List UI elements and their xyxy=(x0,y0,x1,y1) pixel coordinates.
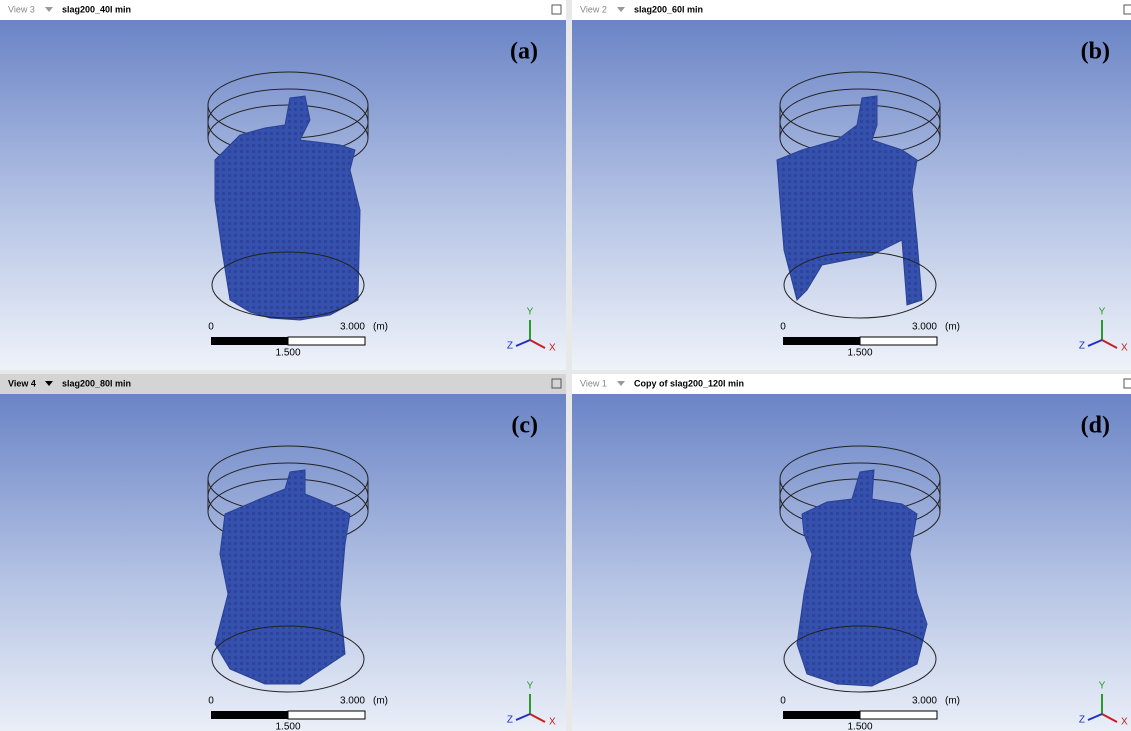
axis-y-label: Y xyxy=(1099,307,1106,318)
scale-mid: 1.500 xyxy=(275,348,300,359)
view-name: View 1 xyxy=(580,378,607,388)
scale-mid: 1.500 xyxy=(275,722,300,731)
view-name: View 2 xyxy=(580,4,607,14)
scale-unit: (m) xyxy=(373,322,388,333)
view-name: View 3 xyxy=(8,4,35,14)
viewports: View 3 slag200_40l min (a) 0 3.000 (m) 1.500 Y X… xyxy=(0,0,1131,731)
scale-bar-black xyxy=(783,337,860,345)
scale-bar-white xyxy=(288,337,365,345)
scale-unit: (m) xyxy=(373,696,388,707)
viewport: View 3 slag200_40l min (a) 0 3.000 (m) 1.500 Y X… xyxy=(0,0,566,370)
viewport: View 2 slag200_60l min (b) 0 3.000 (m) 1.500 Y X… xyxy=(572,0,1131,370)
scale-bar-black xyxy=(211,337,288,345)
view-title: slag200_80l min xyxy=(62,378,131,388)
panel-label: (a) xyxy=(510,39,538,65)
scale-end: 3.000 xyxy=(340,696,365,707)
scale-bar-white xyxy=(860,337,937,345)
axis-x-label: X xyxy=(1121,717,1128,728)
viewport: View 1 Copy of slag200_120l min (d) 0 3.000 (… xyxy=(572,374,1131,731)
view-title: slag200_40l min xyxy=(62,4,131,14)
view-name: View 4 xyxy=(8,378,36,388)
panel-label: (d) xyxy=(1081,413,1110,439)
viewer-window: View 3 slag200_40l min (a) 0 3.000 (m) 1.500 Y X… xyxy=(0,0,1131,731)
scale-start: 0 xyxy=(780,696,786,707)
axis-y-label: Y xyxy=(1099,681,1106,692)
scale-bar-black xyxy=(783,711,860,719)
axis-z-label: Z xyxy=(1079,715,1085,726)
view-title: slag200_60l min xyxy=(634,4,703,14)
axis-y-label: Y xyxy=(527,307,534,318)
scale-mid: 1.500 xyxy=(847,722,872,731)
axis-x-label: X xyxy=(549,343,556,354)
scale-start: 0 xyxy=(780,322,786,333)
view-title: Copy of slag200_120l min xyxy=(634,378,744,388)
scale-unit: (m) xyxy=(945,696,960,707)
scale-bar-black xyxy=(211,711,288,719)
scale-end: 3.000 xyxy=(912,322,937,333)
scale-start: 0 xyxy=(208,696,214,707)
scale-start: 0 xyxy=(208,322,214,333)
axis-x-label: X xyxy=(1121,343,1128,354)
scale-bar-white xyxy=(288,711,365,719)
panel-label: (b) xyxy=(1081,39,1110,65)
panel-label: (c) xyxy=(511,413,538,439)
scale-mid: 1.500 xyxy=(847,348,872,359)
scale-end: 3.000 xyxy=(912,696,937,707)
axis-z-label: Z xyxy=(507,715,513,726)
scale-bar-white xyxy=(860,711,937,719)
axis-z-label: Z xyxy=(1079,341,1085,352)
scale-end: 3.000 xyxy=(340,322,365,333)
axis-x-label: X xyxy=(549,717,556,728)
viewport: View 4 slag200_80l min (c) 0 3.000 (m) 1.500 Y X… xyxy=(0,374,566,731)
axis-y-label: Y xyxy=(527,681,534,692)
axis-z-label: Z xyxy=(507,341,513,352)
scale-unit: (m) xyxy=(945,322,960,333)
